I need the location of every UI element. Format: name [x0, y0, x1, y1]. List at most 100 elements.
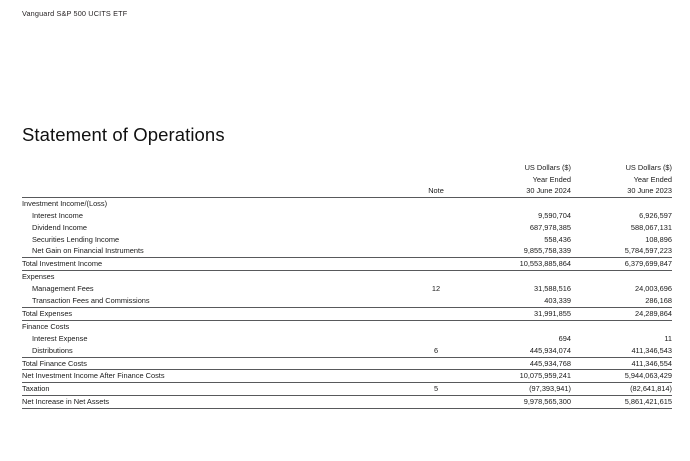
row-value-year1: 9,855,758,339 [523, 246, 571, 256]
page-title: Statement of Operations [22, 124, 225, 146]
row-label: Taxation [22, 382, 402, 396]
row-label: Investment Income/(Loss) [22, 196, 402, 210]
row-value-year2: 6,926,597 [639, 210, 672, 220]
row-value-year1: 445,934,768 [470, 356, 571, 370]
header-spacer [22, 174, 402, 186]
row-note [402, 295, 470, 307]
running-header: Vanguard S&P 500 UCITS ETF [22, 9, 128, 18]
row-value-year1: 445,934,074 [529, 345, 571, 355]
row-value-year2: 24,289,864 [571, 306, 672, 321]
row-label: Distributions [32, 345, 73, 355]
row-value-year1: 9,978,565,300 [470, 395, 571, 410]
section-heading-row: Finance Costs [22, 319, 672, 333]
row-value-year1 [470, 270, 571, 284]
row-note: 12 [431, 284, 441, 294]
row-value-year2: 24,003,696 [635, 284, 672, 294]
section-total-row: Total Expenses 31,991,855 24,289,864 [22, 306, 672, 321]
line-item-row: Transaction Fees and Commissions 403,339 2… [22, 295, 672, 307]
section-total-row: Total Finance Costs 445,934,768 411,346,55… [22, 356, 672, 370]
header-spacer-note [402, 174, 470, 186]
row-label: Total Expenses [22, 306, 402, 321]
line-item-row: Securities Lending Income 558,436 108,896 [22, 234, 672, 246]
row-value-year2: 108,896 [645, 234, 672, 244]
header-year2-currency: US Dollars ($) [625, 163, 672, 172]
row-value-year1 [470, 196, 571, 210]
row-value-year1: (97,393,941) [470, 382, 571, 396]
line-item-row: Management Fees 12 31,588,516 24,003,696 [22, 283, 672, 295]
row-value-year2: 5,784,597,223 [624, 246, 672, 256]
header-row-date: Note 30 June 2024 30 June 2023 [22, 185, 672, 197]
row-note [402, 333, 470, 345]
row-label: Net Gain on Financial Instruments [32, 246, 144, 256]
row-value-year2: 6,379,699,847 [571, 257, 672, 271]
row-value-year2: 286,168 [645, 296, 672, 306]
header-row-currency: US Dollars ($) US Dollars ($) [22, 162, 672, 174]
table-body: Investment Income/(Loss) Interest Income 9… [22, 196, 672, 410]
row-note [402, 210, 470, 222]
row-value-year2: 411,346,554 [571, 356, 672, 370]
row-label: Finance Costs [22, 319, 402, 333]
statement-of-operations-table: US Dollars ($) US Dollars ($) Year Ended… [22, 162, 672, 410]
row-note [402, 369, 470, 383]
header-note-label: Note [428, 186, 444, 196]
row-value-year2: 411,346,543 [631, 345, 672, 355]
row-label: Interest Expense [32, 333, 88, 343]
row-label: Total Investment Income [22, 257, 402, 271]
header-year1-period: Year Ended [532, 174, 571, 184]
row-note [402, 245, 470, 257]
line-item-row: Interest Expense 694 11 [22, 333, 672, 345]
line-item-row: Dividend Income 687,978,385 588,067,131 [22, 222, 672, 234]
row-note [402, 395, 470, 410]
row-value-year1: 10,553,885,864 [470, 257, 571, 271]
row-note: 6 [433, 345, 439, 355]
summary-row: Net Increase in Net Assets 9,978,565,300 5… [22, 395, 672, 410]
header-year1-currency: US Dollars ($) [524, 163, 571, 172]
header-year2-period: Year Ended [633, 174, 672, 184]
section-heading-row: Expenses [22, 270, 672, 284]
row-note [402, 196, 470, 210]
row-value-year1: 31,588,516 [534, 284, 571, 294]
row-value-year1 [470, 319, 571, 333]
row-label: Management Fees [32, 284, 94, 294]
row-value-year2 [571, 270, 672, 284]
row-label: Dividend Income [32, 222, 88, 232]
header-row-period: Year Ended Year Ended [22, 174, 672, 186]
row-value-year2: 11 [664, 333, 672, 343]
header-spacer-note [402, 162, 470, 174]
row-value-year2: 5,944,063,429 [571, 369, 672, 383]
summary-row: Net Investment Income After Finance Cost… [22, 369, 672, 383]
header-spacer [22, 162, 402, 174]
row-value-year2: (82,641,814) [571, 382, 672, 396]
row-note [402, 257, 470, 271]
row-value-year1: 31,991,855 [470, 306, 571, 321]
row-note [402, 222, 470, 234]
row-value-year2 [571, 196, 672, 210]
row-note: 5 [402, 382, 470, 396]
row-label: Securities Lending Income [32, 234, 120, 244]
header-spacer [22, 185, 402, 197]
row-value-year1: 10,075,959,241 [470, 369, 571, 383]
row-value-year1: 403,339 [544, 296, 571, 306]
row-label: Net Investment Income After Finance Cost… [22, 369, 402, 383]
table-header: US Dollars ($) US Dollars ($) Year Ended… [22, 162, 672, 197]
line-item-row: Interest Income 9,590,704 6,926,597 [22, 210, 672, 222]
row-label: Total Finance Costs [22, 356, 402, 370]
row-note [402, 319, 470, 333]
row-label: Net Increase in Net Assets [22, 395, 402, 410]
row-note [402, 356, 470, 370]
header-year2-date: 30 June 2023 [627, 186, 672, 196]
row-value-year1: 694 [558, 333, 571, 343]
row-label: Expenses [22, 270, 402, 284]
header-year1-date: 30 June 2024 [526, 186, 571, 196]
row-label: Transaction Fees and Commissions [32, 296, 150, 306]
row-value-year1: 9,590,704 [538, 210, 571, 220]
row-note [402, 270, 470, 284]
line-item-row: Net Gain on Financial Instruments 9,855,7… [22, 245, 672, 257]
row-note [402, 306, 470, 321]
row-label: Interest Income [32, 210, 83, 220]
row-value-year1: 687,978,385 [529, 222, 571, 232]
line-item-row: Distributions 6 445,934,074 411,346,543 [22, 345, 672, 357]
row-value-year1: 558,436 [544, 234, 571, 244]
row-value-year2: 588,067,131 [630, 222, 672, 232]
row-value-year2 [571, 319, 672, 333]
